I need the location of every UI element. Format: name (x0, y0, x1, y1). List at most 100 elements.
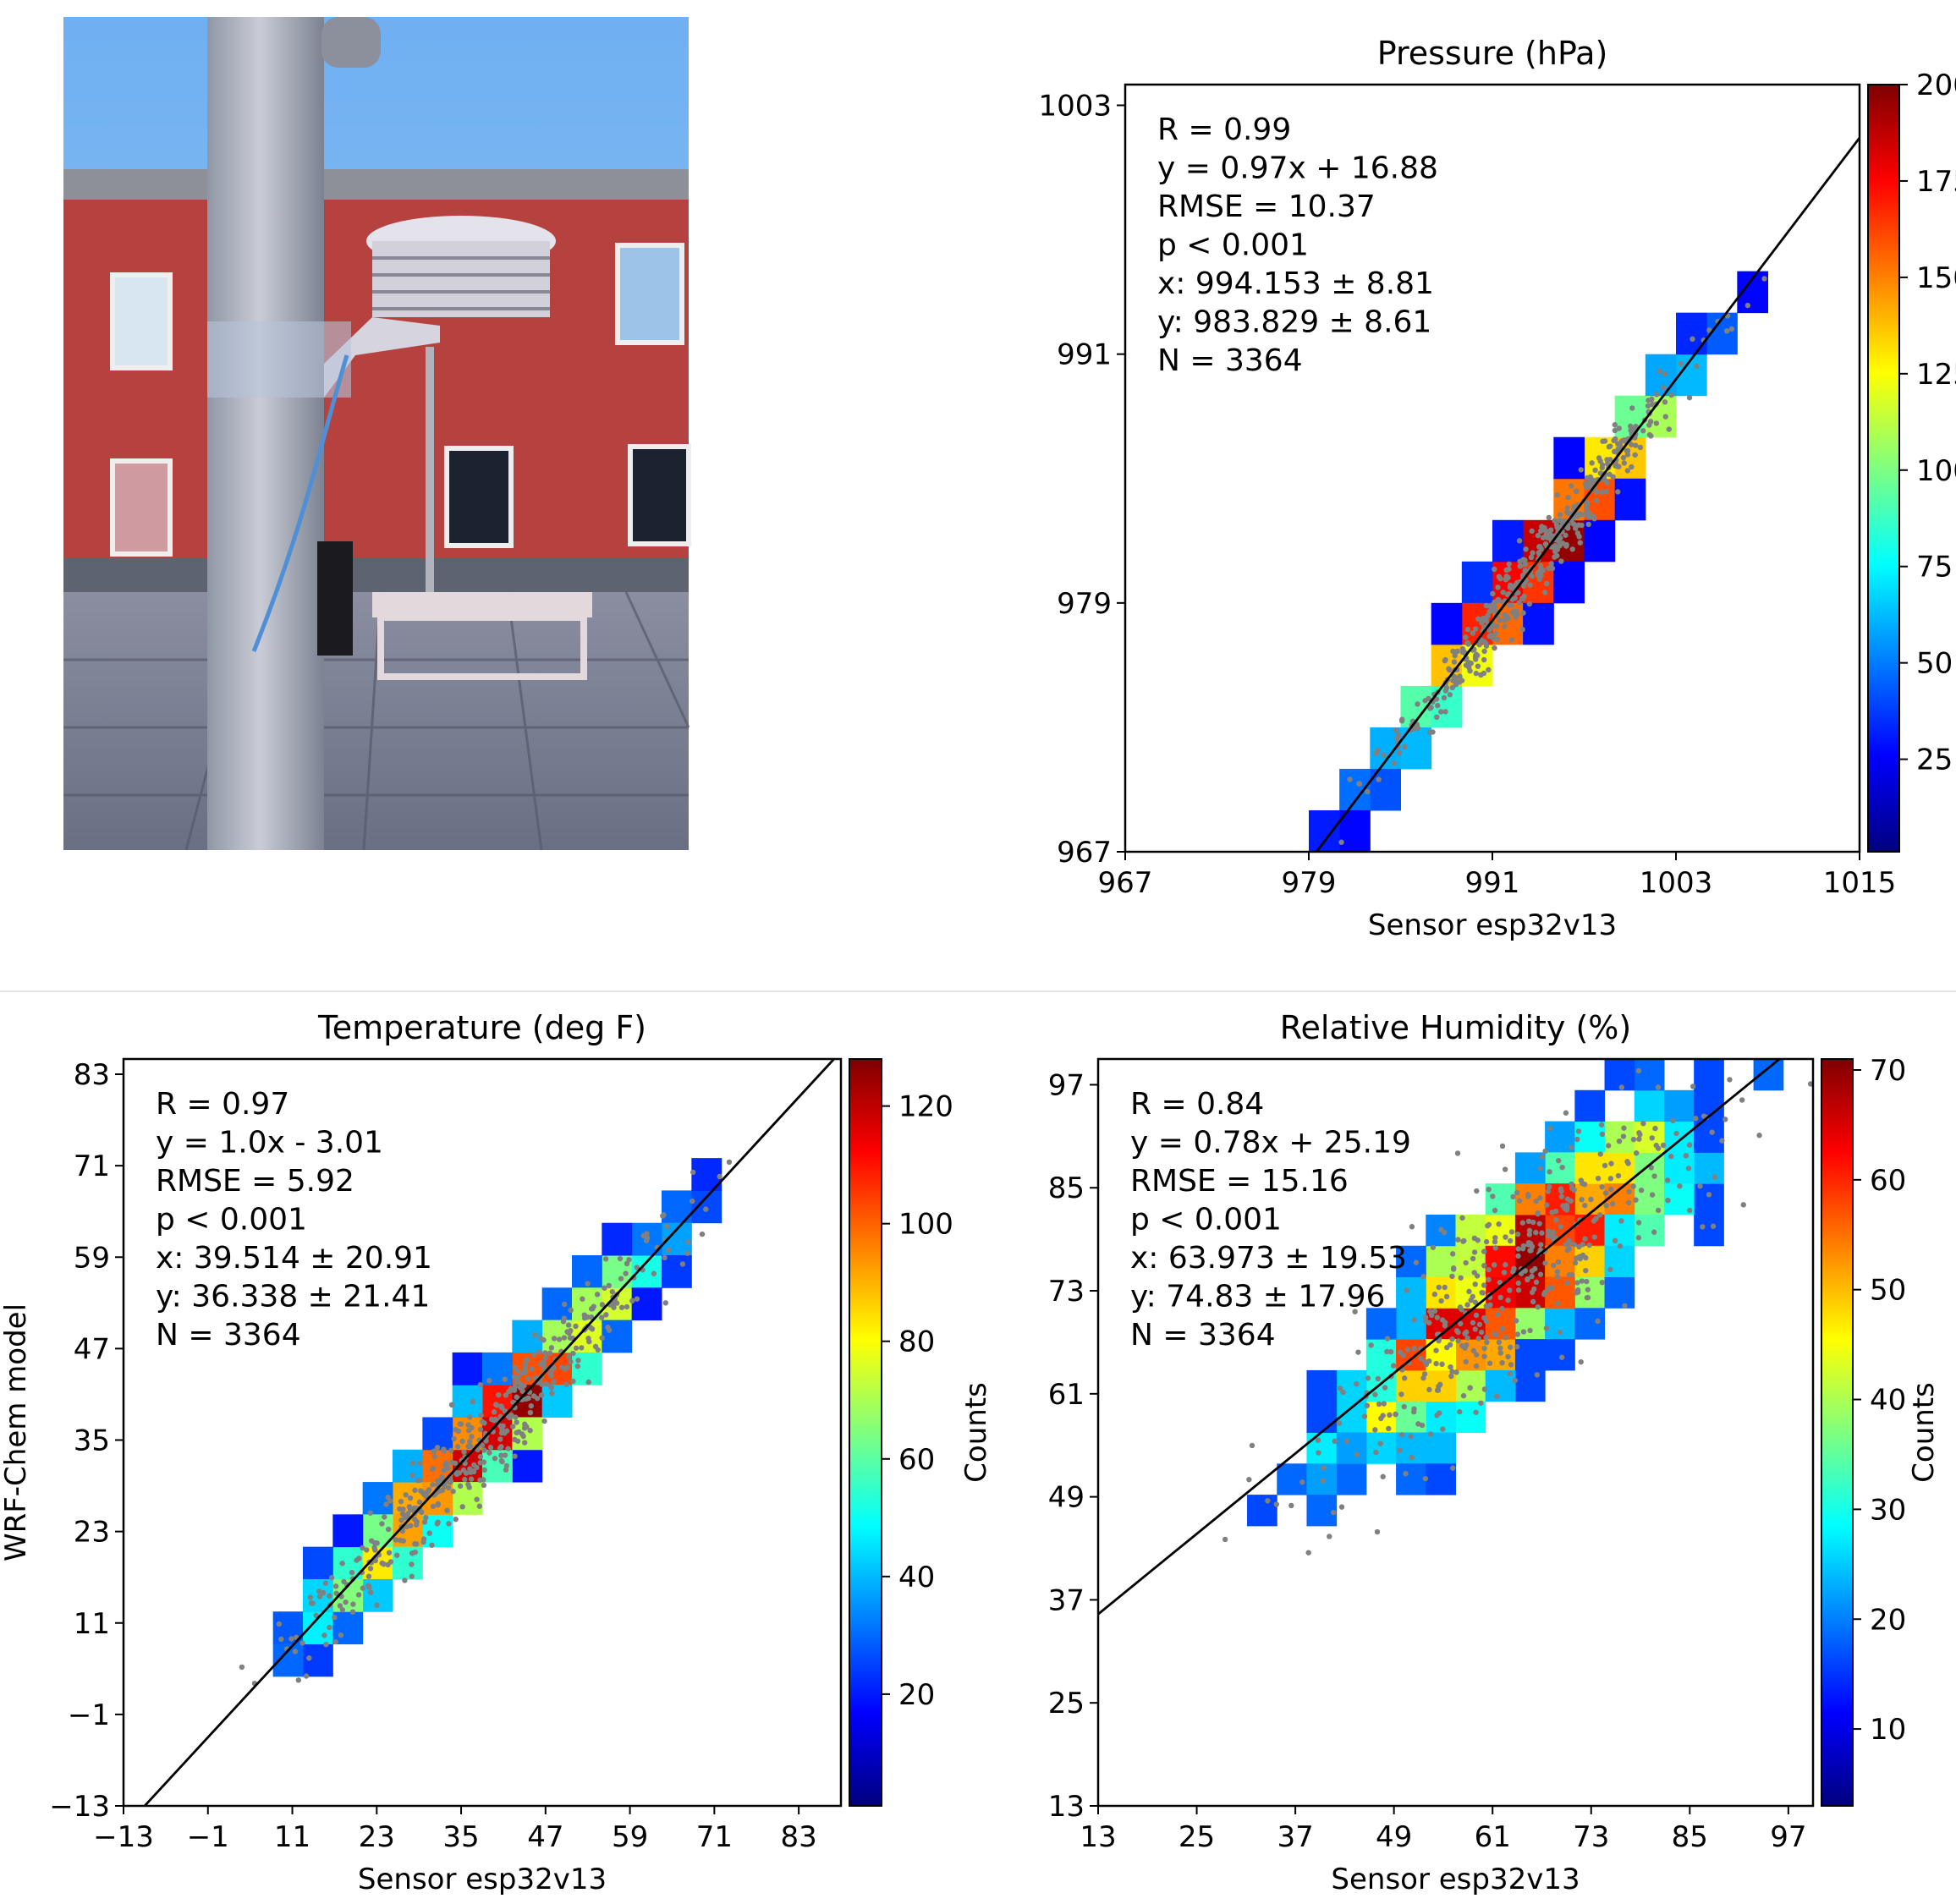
data-point (1453, 1369, 1459, 1375)
data-point (684, 1250, 690, 1256)
data-point (1522, 568, 1528, 573)
data-point (1409, 1224, 1415, 1230)
data-point (434, 1521, 441, 1527)
data-point (1537, 562, 1544, 569)
data-point (332, 1614, 338, 1621)
data-point (1493, 1331, 1499, 1337)
density-cell (1514, 1369, 1546, 1402)
y-tick-label: −1 (68, 1698, 110, 1732)
data-point (1492, 645, 1497, 651)
data-point (1497, 1279, 1503, 1286)
data-point (1486, 1276, 1492, 1283)
humidity-x-axis-label: Sensor esp32v13 (1331, 1863, 1580, 1896)
data-point (1554, 1269, 1561, 1275)
data-point (1472, 654, 1479, 660)
data-point (1761, 276, 1767, 282)
data-point (1463, 634, 1469, 640)
data-point (651, 1270, 657, 1276)
data-point (1365, 788, 1371, 795)
data-point (1457, 1304, 1464, 1310)
data-point (1594, 489, 1600, 495)
data-point (1507, 1344, 1514, 1350)
data-point (1436, 1337, 1442, 1344)
data-point (1652, 1125, 1658, 1132)
data-point (420, 1491, 427, 1497)
data-point (1574, 530, 1581, 536)
data-point (1613, 463, 1618, 469)
data-point (1451, 659, 1458, 665)
data-point (299, 1640, 305, 1646)
data-point (1598, 1122, 1605, 1128)
data-point (1458, 1320, 1464, 1327)
data-point (1576, 1254, 1583, 1259)
data-point (339, 1561, 345, 1567)
data-point (1640, 1121, 1646, 1127)
data-point (308, 1600, 315, 1606)
data-point (1602, 1190, 1609, 1196)
data-point (580, 1296, 585, 1302)
data-point (1472, 1299, 1479, 1305)
data-point (1559, 1164, 1565, 1171)
data-point (1588, 1196, 1594, 1203)
data-point (1510, 1193, 1516, 1200)
data-point (579, 1345, 585, 1351)
data-point (496, 1391, 502, 1398)
data-point (1724, 328, 1730, 334)
data-point (1460, 647, 1466, 654)
data-point (1744, 302, 1751, 309)
data-point (1486, 627, 1492, 634)
data-point (1526, 601, 1533, 607)
data-point (1566, 1245, 1572, 1252)
data-point (1492, 599, 1497, 606)
data-point (1391, 760, 1397, 766)
data-point (1574, 1136, 1580, 1143)
data-point (1454, 1150, 1461, 1156)
data-point (1356, 781, 1362, 787)
data-point (1368, 1342, 1374, 1348)
data-point (1555, 1300, 1561, 1307)
data-point (1515, 1246, 1521, 1252)
y-tick-label: 59 (74, 1241, 110, 1275)
data-point (1616, 1138, 1623, 1144)
data-point (1608, 1161, 1614, 1166)
data-point (1651, 1173, 1657, 1179)
data-point (492, 1455, 498, 1462)
data-point (1499, 1143, 1506, 1150)
data-point (451, 1435, 457, 1442)
data-point (525, 1375, 531, 1382)
data-point (1449, 1273, 1455, 1280)
data-point (1455, 1237, 1461, 1243)
data-point (321, 1632, 327, 1638)
density-cell (541, 1385, 573, 1418)
data-point (1593, 497, 1600, 504)
data-point (448, 1402, 455, 1408)
data-point (1555, 1157, 1562, 1164)
data-point (503, 1467, 509, 1473)
data-point (1620, 1133, 1627, 1139)
data-point (1574, 488, 1580, 495)
data-point (1609, 1200, 1616, 1207)
data-point (1542, 1260, 1548, 1266)
data-point (1377, 1440, 1383, 1446)
data-point (493, 1402, 499, 1407)
data-point (1547, 1285, 1553, 1292)
data-point (699, 1231, 706, 1237)
data-point (1426, 729, 1433, 736)
data-point (338, 1632, 344, 1638)
data-point (1530, 1219, 1536, 1226)
y-tick-label: 35 (74, 1424, 110, 1458)
data-point (609, 1289, 616, 1295)
data-point (1535, 1303, 1541, 1310)
data-point (481, 1467, 487, 1473)
data-point (690, 1169, 696, 1176)
data-point (1655, 1084, 1662, 1090)
data-point (1541, 590, 1548, 595)
fit-line (1098, 1059, 1782, 1616)
data-point (1496, 573, 1503, 580)
data-point (323, 1641, 329, 1648)
data-point (1723, 963, 1728, 968)
data-point (349, 1569, 355, 1576)
data-point (409, 1561, 415, 1567)
data-point (328, 1574, 335, 1581)
data-point (360, 1545, 365, 1551)
